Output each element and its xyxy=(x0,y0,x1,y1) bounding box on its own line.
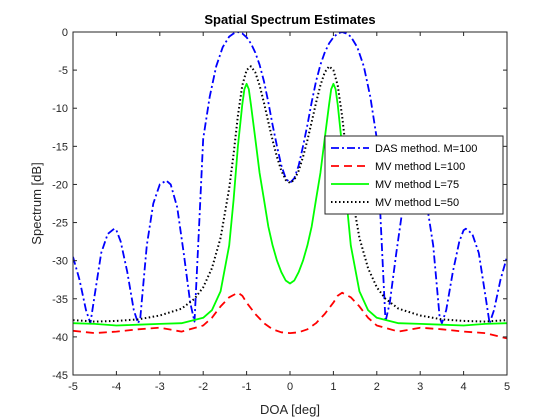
y-tick-label: -40 xyxy=(52,332,68,344)
x-tick-label: 4 xyxy=(461,381,467,393)
legend-entry: MV method L=100 xyxy=(331,161,465,173)
legend: DAS method. M=100 MV method L=100 MV metho… xyxy=(324,135,504,215)
legend-entry: MV method L=50 xyxy=(331,197,459,209)
legend-label: MV method L=50 xyxy=(375,197,459,209)
x-tick-label: -4 xyxy=(112,381,122,393)
x-tick-label: -3 xyxy=(155,381,165,393)
series-line-3 xyxy=(73,82,507,327)
x-tick-label: 0 xyxy=(287,381,293,393)
y-tick-label: -45 xyxy=(52,370,68,382)
legend-label: DAS method. M=100 xyxy=(375,143,477,155)
y-tick-label: -30 xyxy=(52,256,68,268)
y-tick-label: 0 xyxy=(62,27,68,39)
x-tick-label: 1 xyxy=(330,381,336,393)
x-tick-label: -2 xyxy=(198,381,208,393)
legend-label: MV method L=100 xyxy=(375,161,465,173)
y-tick-label: -10 xyxy=(52,103,68,115)
y-tick-label: -15 xyxy=(52,141,68,153)
series-line-2 xyxy=(73,291,507,340)
legend-label: MV method L=75 xyxy=(375,179,459,191)
x-tick-label: -5 xyxy=(68,381,78,393)
series-layer xyxy=(73,32,507,340)
y-tick-label: -35 xyxy=(52,294,68,306)
x-tick-label: -1 xyxy=(242,381,252,393)
series-line-1 xyxy=(73,32,507,325)
y-tick-label: -25 xyxy=(52,218,68,230)
legend-entries: DAS method. M=100 MV method L=100 MV metho… xyxy=(331,143,477,209)
x-axis-label: DOA [deg] xyxy=(260,402,320,417)
y-tick-label: -20 xyxy=(52,179,68,191)
x-tick-label: 2 xyxy=(374,381,380,393)
legend-box xyxy=(324,135,504,215)
legend-entry: DAS method. M=100 xyxy=(331,143,477,155)
x-tick-label: 5 xyxy=(504,381,510,393)
tick-layer: -5 -4 -3 -2 -1 0 1 2 3 4 50-5-10-15-20-25-30-35-40… xyxy=(52,27,510,393)
y-axis-label: Spectrum [dB] xyxy=(29,162,44,244)
x-tick-label: 3 xyxy=(417,381,423,393)
legend-entry: MV method L=75 xyxy=(331,179,459,191)
y-tick-label: -5 xyxy=(58,65,68,77)
chart-title: Spatial Spectrum Estimates xyxy=(204,12,375,27)
